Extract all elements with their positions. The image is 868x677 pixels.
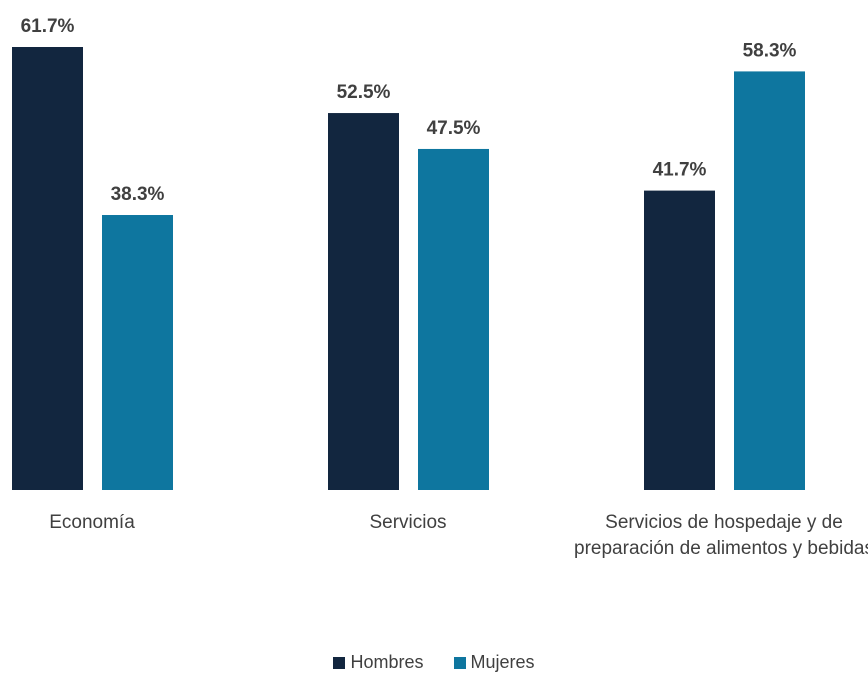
- category-label-hospedaje: Servicios de hospedaje y de preparación …: [574, 512, 868, 559]
- data-label-hombres-2: 41.7%: [653, 160, 707, 181]
- bar-mujeres-economia: [102, 215, 173, 491]
- legend-swatch-hombres: [333, 656, 346, 669]
- legend-label-mujeres: Mujeres: [470, 652, 535, 672]
- data-label-mujeres-1: 47.5%: [427, 118, 481, 139]
- legend: Hombres Mujeres: [0, 652, 868, 673]
- legend-item-hombres: Hombres: [333, 652, 424, 673]
- bar-chart: 61.7% 38.3% 52.5% 47.5% 41.7% 58.3%: [12, 16, 805, 491]
- bar-mujeres-servicios-de-hospeda: [734, 71, 805, 490]
- bar-mujeres-servicios: [418, 148, 489, 490]
- data-label-mujeres-0: 38.3%: [111, 184, 165, 205]
- bar-hombres-servicios-de-hospeda: [644, 190, 715, 490]
- data-label-mujeres-2: 58.3%: [743, 40, 797, 61]
- data-label-hombres-1: 52.5%: [337, 82, 391, 103]
- bar-hombres-servicios: [328, 113, 399, 490]
- legend-item-mujeres: Mujeres: [453, 652, 535, 673]
- category-label-servicios: Servicios: [369, 512, 447, 533]
- category-label-economia: Economía: [49, 512, 135, 533]
- legend-swatch-mujeres: [453, 656, 466, 669]
- bar-hombres-economia: [12, 47, 83, 490]
- data-label-hombres-0: 61.7%: [21, 16, 75, 37]
- legend-label-hombres: Hombres: [350, 652, 424, 672]
